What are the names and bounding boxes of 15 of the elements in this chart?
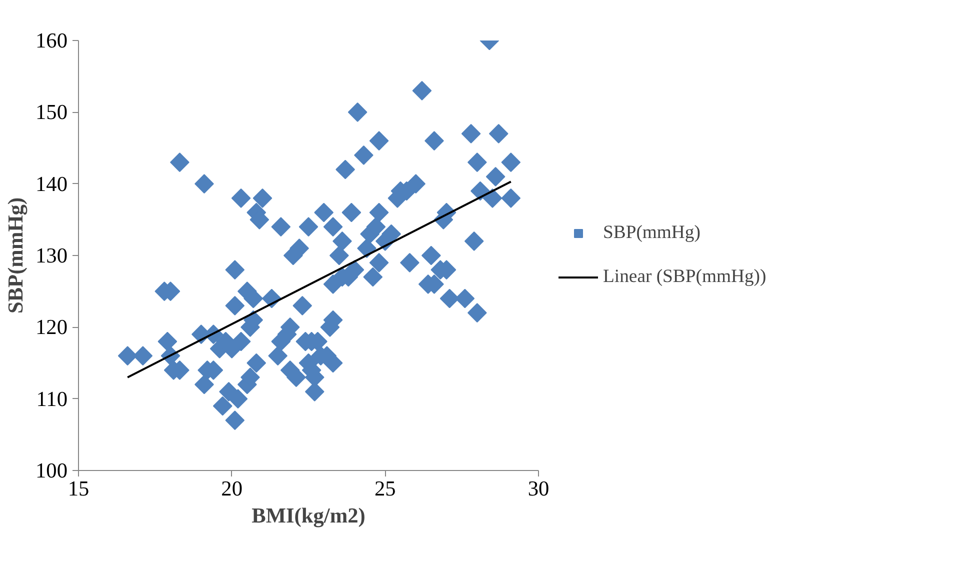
y-tick-label: 130 — [36, 244, 68, 268]
x-tick-label: 15 — [68, 476, 90, 500]
y-tick-label: 150 — [36, 100, 68, 124]
y-tick-label: 110 — [36, 386, 68, 411]
x-tick-label: 25 — [374, 476, 396, 500]
y-tick-label: 120 — [36, 315, 68, 340]
x-axis-title: BMI(kg/m2) — [252, 504, 366, 528]
x-tick-label: 30 — [528, 476, 550, 500]
legend-label: Linear (SBP(mmHg)) — [603, 266, 766, 288]
y-tick-label: 100 — [36, 458, 68, 482]
y-tick-label: 140 — [36, 172, 68, 196]
y-axis-title: SBP(mmHg) — [4, 197, 28, 314]
x-tick-label: 20 — [221, 476, 242, 500]
legend-label: SBP(mmHg) — [603, 222, 700, 244]
y-tick-label: 160 — [36, 28, 68, 52]
